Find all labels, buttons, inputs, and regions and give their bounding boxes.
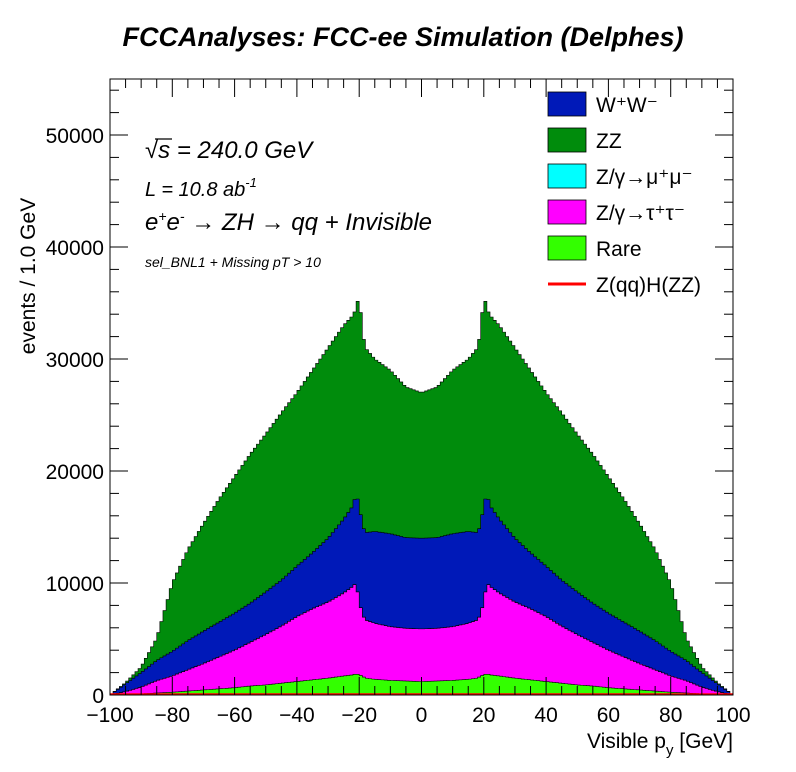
y-tick-label: 20000 [46,461,104,484]
x-tick-label: 0 [416,704,428,727]
x-tick-label: 40 [534,704,557,727]
x-tick-label: 20 [472,704,495,727]
y-tick-label: 30000 [46,349,104,372]
y-axis: 0 10000 20000 30000 40000 50000 [46,89,733,708]
legend: W⁺W⁻ ZZ Z/γ→μ⁺μ⁻ Z/γ→τ⁺τ⁻ Rare Z(qq)H(ZZ) [547,91,701,297]
annotations: √s = 240.0 GeV L = 10.8 ab-1 e+e- → ZH →… [145,137,432,270]
x-tick-label: −40 [279,704,315,727]
x-tick-label: −100 [86,704,133,727]
x-axis-label: Visible py [GeV] [587,730,733,759]
y-tick-label: 50000 [46,125,104,148]
legend-swatch [547,91,587,117]
y-tick-label: 0 [92,685,104,708]
x-tick-label: −80 [154,704,190,727]
x-tick-label: −20 [341,704,377,727]
lumi-annotation: L = 10.8 ab-1 [145,175,257,201]
legend-label: Z(qq)H(ZZ) [596,274,701,297]
legend-swatch [547,235,587,261]
y-tick-label: 10000 [46,573,104,596]
legend-label: W⁺W⁻ [596,94,658,117]
x-tick-label: 80 [659,704,682,727]
legend-label: Z/γ→τ⁺τ⁻ [596,202,685,225]
legend-swatch [547,163,587,189]
x-tick-label: −60 [217,704,253,727]
legend-label: Rare [596,238,642,261]
legend-swatch [547,127,587,153]
legend-label: Z/γ→μ⁺μ⁻ [596,166,693,189]
y-tick-label: 40000 [46,237,104,260]
process-annotation: e+e- → ZH → qq + Invisible [145,208,432,236]
series-area-z- [109,584,734,696]
x-tick-label: 100 [715,704,750,727]
x-axis: −100 −80 −60 −40 −20 0 20 40 60 80 100 [86,79,751,727]
selection-annotation: sel_BNL1 + Missing pT > 10 [145,254,321,270]
energy-annotation: √s = 240.0 GeV [145,137,314,164]
legend-swatch [547,199,587,225]
chart-title: FCCAnalyses: FCC-ee Simulation (Delphes) [122,22,683,52]
y-axis-label: events / 1.0 GeV [17,198,40,354]
plot-area [109,301,734,696]
legend-label: ZZ [596,130,622,153]
x-tick-label: 60 [597,704,620,727]
